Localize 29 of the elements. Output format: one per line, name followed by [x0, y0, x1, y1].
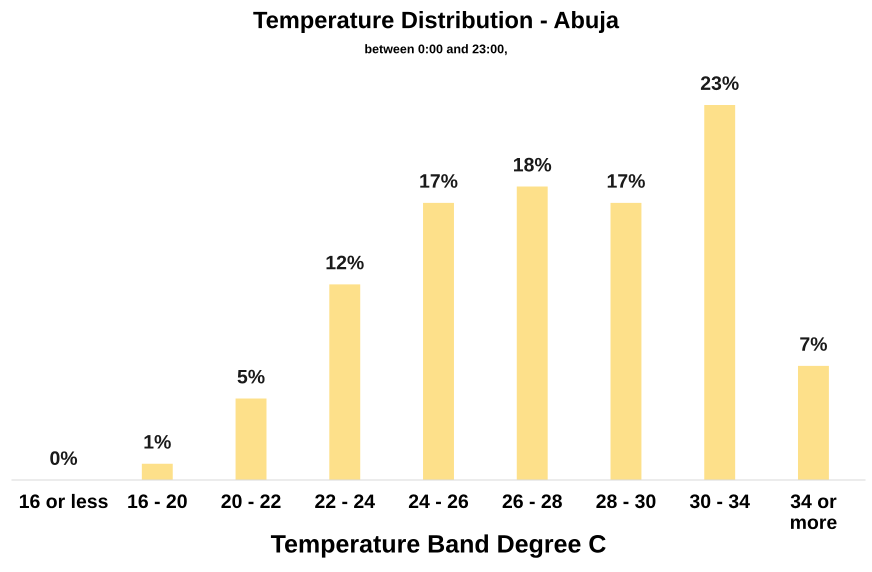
x-tick-label: 28 - 30 [596, 494, 656, 508]
bar [798, 366, 829, 480]
bar [423, 202, 454, 480]
data-label: 12% [326, 256, 364, 270]
data-label: 0% [50, 451, 78, 466]
data-label: 17% [420, 174, 458, 188]
x-tick-label: 26 - 28 [502, 494, 562, 508]
data-label: 1% [144, 435, 171, 449]
chart-title: Temperature Distribution - Abuja [253, 10, 620, 34]
x-tick-label: 16 or less [20, 494, 108, 508]
x-tick-label: 20 - 22 [221, 494, 281, 508]
x-tick-label: 34 or more [790, 494, 837, 530]
bar [704, 105, 736, 480]
bar [610, 202, 642, 480]
x-axis-title: Temperature Band Degree C [270, 534, 606, 558]
data-label: 23% [700, 76, 739, 90]
data-label: 7% [800, 337, 827, 351]
x-tick-label: 22 - 24 [315, 494, 375, 508]
bar [516, 186, 548, 480]
x-tick-label: 16 - 20 [128, 494, 187, 508]
bar [142, 464, 173, 480]
data-label: 17% [608, 174, 645, 188]
x-tick-label: 24 - 26 [408, 494, 468, 508]
bar [329, 284, 360, 480]
data-label: 5% [238, 370, 265, 384]
bar [236, 398, 266, 480]
x-tick-label: 30 - 34 [690, 494, 750, 508]
data-label: 18% [514, 158, 552, 172]
chart-subtitle: between 0:00 and 23:00, [365, 44, 507, 56]
